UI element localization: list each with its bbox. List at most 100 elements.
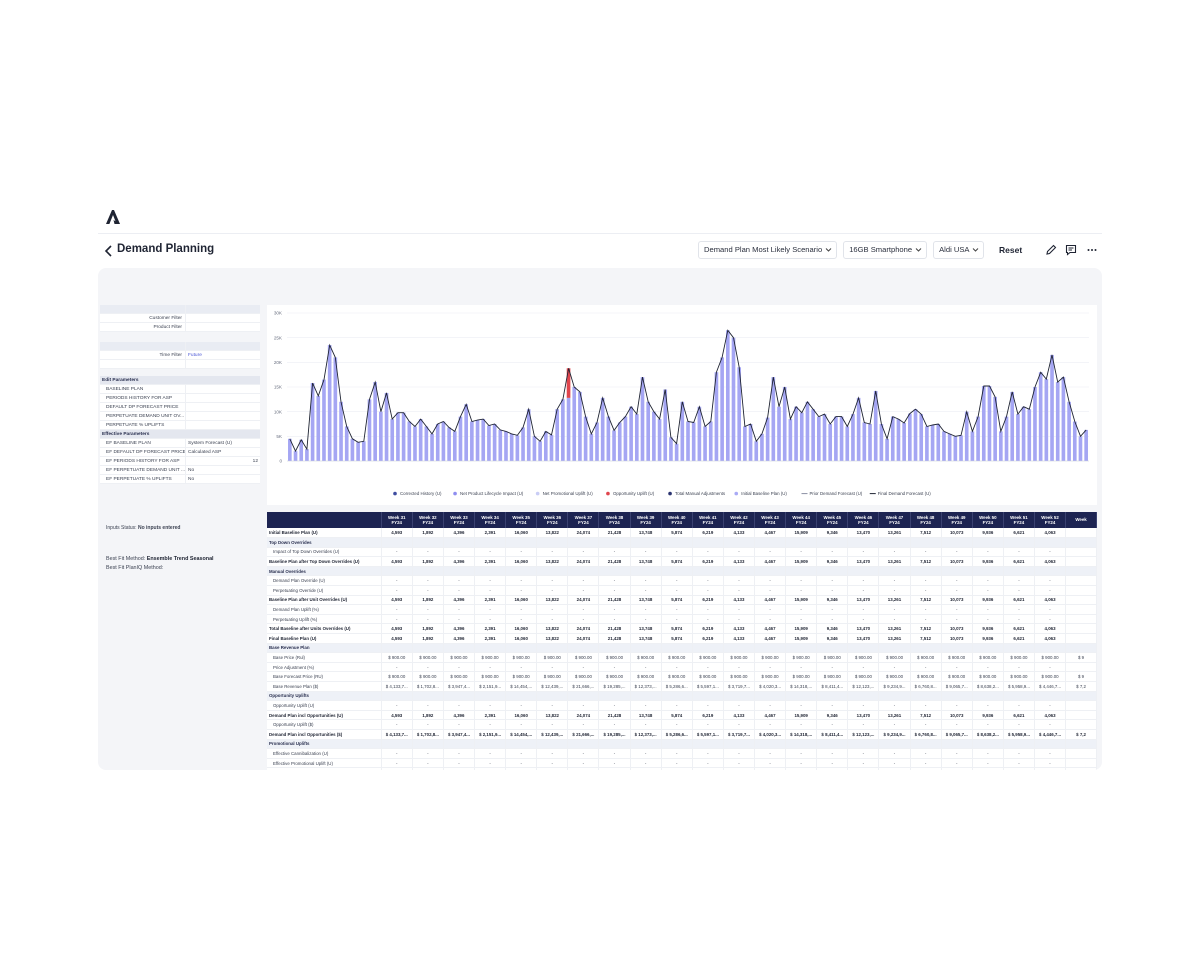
- grid-cell[interactable]: -: [567, 767, 600, 770]
- grid-cell[interactable]: 1,892: [412, 623, 444, 635]
- grid-cell[interactable]: 24,074: [567, 710, 600, 721]
- grid-cell[interactable]: $ 19,285,...: [598, 681, 631, 692]
- edit-parameter-row[interactable]: BASELINE PLAN: [100, 385, 260, 394]
- grid-cell[interactable]: 13,261: [878, 633, 911, 644]
- grid-cell[interactable]: 4,467: [754, 556, 787, 567]
- grid-cell[interactable]: $ 900.00: [692, 652, 724, 663]
- grid-cell[interactable]: -: [443, 719, 476, 730]
- grid-cell[interactable]: 10,073: [941, 556, 973, 567]
- grid-cell[interactable]: -: [910, 604, 942, 615]
- grid-cell[interactable]: -: [847, 575, 880, 587]
- grid-cell[interactable]: 13,261: [878, 623, 911, 635]
- grid-cell[interactable]: 13,261: [878, 710, 911, 721]
- grid-cell[interactable]: -: [412, 719, 444, 730]
- edit-parameter-value[interactable]: [186, 412, 260, 420]
- grid-cell[interactable]: 13,748: [630, 623, 662, 635]
- grid-cell[interactable]: 15,909: [785, 556, 818, 567]
- week-column-header[interactable]: Week 35 FY24: [505, 512, 538, 528]
- grid-cell[interactable]: -: [661, 700, 693, 711]
- grid-cell[interactable]: -: [1034, 604, 1067, 615]
- grid-cell[interactable]: -: [1003, 547, 1035, 558]
- grid-cell[interactable]: 1,892: [412, 710, 444, 721]
- grid-cell[interactable]: -: [1034, 662, 1067, 673]
- grid-cell[interactable]: [1065, 556, 1097, 567]
- grid-cell[interactable]: -: [785, 604, 818, 615]
- grid-cell[interactable]: -: [381, 547, 413, 558]
- week-column-header[interactable]: Week: [1065, 512, 1097, 528]
- grid-cell[interactable]: 9,936: [972, 595, 1004, 606]
- grid-cell[interactable]: $ 900.00: [816, 652, 849, 663]
- grid-cell[interactable]: $ 900.00: [785, 652, 818, 663]
- grid-cell[interactable]: 13,470: [847, 528, 880, 539]
- grid-cell[interactable]: -: [754, 700, 787, 711]
- week-column-header[interactable]: Week 31 FY24: [381, 512, 413, 528]
- grid-cell[interactable]: -: [567, 700, 600, 711]
- grid-cell[interactable]: 5,874: [661, 623, 693, 635]
- grid-cell[interactable]: -: [1034, 758, 1067, 769]
- grid-cell[interactable]: -: [1003, 700, 1035, 711]
- week-column-header[interactable]: Week 42 FY24: [723, 512, 756, 528]
- edit-parameter-value[interactable]: [186, 385, 260, 393]
- grid-cell[interactable]: -: [723, 585, 756, 596]
- grid-cell[interactable]: -: [661, 748, 693, 759]
- grid-cell[interactable]: $ 900.00: [412, 671, 444, 682]
- grid-cell[interactable]: -: [785, 748, 818, 759]
- grid-cell[interactable]: $ 900.00: [443, 652, 476, 663]
- grid-cell[interactable]: -: [910, 719, 942, 730]
- grid-cell[interactable]: -: [723, 767, 756, 770]
- grid-cell[interactable]: 4,396: [443, 556, 476, 567]
- week-column-header[interactable]: Week 40 FY24: [661, 512, 693, 528]
- grid-cell[interactable]: 9,936: [972, 623, 1004, 635]
- grid-cell[interactable]: -: [910, 700, 942, 711]
- grid-cell[interactable]: -: [443, 604, 476, 615]
- grid-cell[interactable]: 24,074: [567, 633, 600, 644]
- grid-cell[interactable]: $ 5,958,9...: [1003, 681, 1035, 692]
- grid-cell[interactable]: 24,074: [567, 623, 600, 635]
- grid-cell[interactable]: 4,063: [1034, 633, 1067, 644]
- grid-cell[interactable]: 13,748: [630, 595, 662, 606]
- grid-cell[interactable]: -: [847, 758, 880, 769]
- grid-cell[interactable]: [1065, 614, 1097, 625]
- grid-cell[interactable]: -: [972, 748, 1004, 759]
- grid-cell[interactable]: 6,621: [1003, 556, 1035, 567]
- grid-cell[interactable]: $ 12,373,...: [630, 729, 662, 740]
- grid-cell[interactable]: -: [1003, 767, 1035, 770]
- grid-cell[interactable]: [1065, 662, 1097, 673]
- grid-cell[interactable]: -: [723, 719, 756, 730]
- grid-cell[interactable]: [1065, 758, 1097, 769]
- grid-cell[interactable]: -: [567, 575, 600, 587]
- grid-cell[interactable]: $ 900.00: [754, 671, 787, 682]
- grid-cell[interactable]: 21,428: [598, 710, 631, 721]
- grid-cell[interactable]: -: [536, 547, 569, 558]
- grid-cell[interactable]: -: [941, 662, 973, 673]
- grid-cell[interactable]: -: [754, 604, 787, 615]
- grid-cell[interactable]: -: [785, 575, 818, 587]
- grid-cell[interactable]: -: [412, 748, 444, 759]
- grid-cell[interactable]: -: [474, 575, 507, 587]
- grid-cell[interactable]: -: [630, 662, 662, 673]
- grid-cell[interactable]: -: [754, 585, 787, 596]
- grid-cell[interactable]: -: [1034, 767, 1067, 770]
- chevron-left-icon[interactable]: [103, 244, 115, 258]
- grid-cell[interactable]: $ 9,234,9...: [878, 681, 911, 692]
- grid-cell[interactable]: -: [878, 575, 911, 587]
- grid-cell[interactable]: 6,621: [1003, 710, 1035, 721]
- reset-button[interactable]: Reset: [999, 245, 1023, 255]
- grid-cell[interactable]: 16,060: [505, 556, 538, 567]
- grid-cell[interactable]: $ 4,020,3...: [754, 681, 787, 692]
- grid-cell[interactable]: -: [443, 767, 476, 770]
- grid-cell[interactable]: -: [910, 767, 942, 770]
- grid-cell[interactable]: -: [598, 758, 631, 769]
- grid-cell[interactable]: -: [598, 767, 631, 770]
- effective-parameter-row[interactable]: EF BASELINE PLAN System Forecast (U): [100, 439, 260, 448]
- grid-cell[interactable]: 4,133: [723, 556, 756, 567]
- grid-cell[interactable]: -: [1034, 719, 1067, 730]
- grid-cell[interactable]: -: [723, 700, 756, 711]
- grid-cell[interactable]: 6,219: [692, 556, 724, 567]
- grid-cell[interactable]: 1,892: [412, 528, 444, 539]
- grid-cell[interactable]: -: [412, 604, 444, 615]
- grid-cell[interactable]: 13,470: [847, 556, 880, 567]
- grid-cell[interactable]: 13,822: [536, 633, 569, 644]
- grid-cell[interactable]: -: [878, 662, 911, 673]
- grid-cell[interactable]: 21,428: [598, 556, 631, 567]
